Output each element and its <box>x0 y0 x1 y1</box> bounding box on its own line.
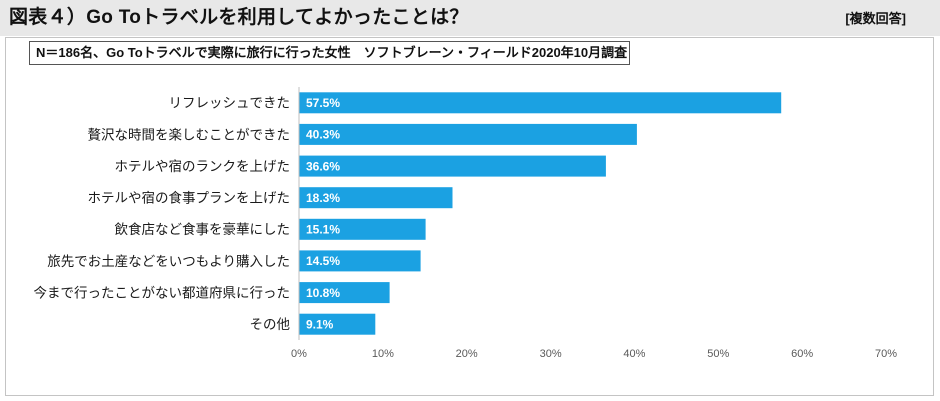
x-tick-label-0: 0% <box>291 348 307 360</box>
category-label-1: リフレッシュできた <box>169 96 291 111</box>
x-tick-label-60: 60% <box>791 348 813 360</box>
category-label-4: ホテルや宿の食事プランを上げた <box>88 190 291 206</box>
x-tick-label-50: 50% <box>707 348 729 360</box>
x-tick-label-40: 40% <box>623 348 645 360</box>
chart-panel <box>5 37 934 396</box>
value-label-8: 9.1% <box>306 318 334 332</box>
bar-4 <box>299 187 453 209</box>
value-label-6: 14.5% <box>306 254 340 268</box>
category-label-7: 今まで行ったことがない都道府県に行った <box>34 285 291 300</box>
value-label-3: 36.6% <box>306 159 340 173</box>
x-tick-label-20: 20% <box>456 348 478 360</box>
value-label-4: 18.3% <box>306 191 340 205</box>
chart-title: 図表４）Go Toトラベルを利用してよかったことは？ <box>9 7 469 28</box>
header-bar: 図表４）Go Toトラベルを利用してよかったことは？ [複数回答] <box>0 0 940 36</box>
survey-note: N＝186名、Go Toトラベルで実際に旅行に行った女性 ソフトブレーン・フィー… <box>29 41 630 65</box>
axis-group: 0% 10% 20% 30% 40% 50% 60% 70% <box>291 87 897 360</box>
bar-8 <box>299 313 376 335</box>
category-label-6: 旅先でお土産などをいつもより購入した <box>47 254 290 269</box>
answer-type-label: [複数回答] <box>845 11 906 26</box>
category-label-3: ホテルや宿のランクを上げた <box>115 158 291 174</box>
value-label-5: 15.1% <box>306 223 340 237</box>
x-tick-label-30: 30% <box>540 348 562 360</box>
bar-7 <box>299 282 390 304</box>
category-label-8: その他 <box>250 317 291 332</box>
category-label-2: 贅沢な時間を楽しむことができた <box>88 126 291 142</box>
value-label-7: 10.8% <box>306 286 340 300</box>
x-tick-label-70: 70% <box>875 348 897 360</box>
bar-1 <box>299 92 782 114</box>
value-label-1: 57.5% <box>306 96 340 110</box>
labels-group: 57.5% リフレッシュできた 40.3% 贅沢な時間を楽しむことができた 36.6% ホ… <box>34 96 341 332</box>
bar-2 <box>299 123 637 145</box>
bar-6 <box>299 250 421 272</box>
category-label-5: 飲食店など食事を豪華にした <box>115 221 291 237</box>
bars-group <box>299 92 782 335</box>
value-label-2: 40.3% <box>306 128 340 142</box>
bar-5 <box>299 218 426 240</box>
bar-3 <box>299 155 606 177</box>
x-tick-label-10: 10% <box>372 348 394 360</box>
